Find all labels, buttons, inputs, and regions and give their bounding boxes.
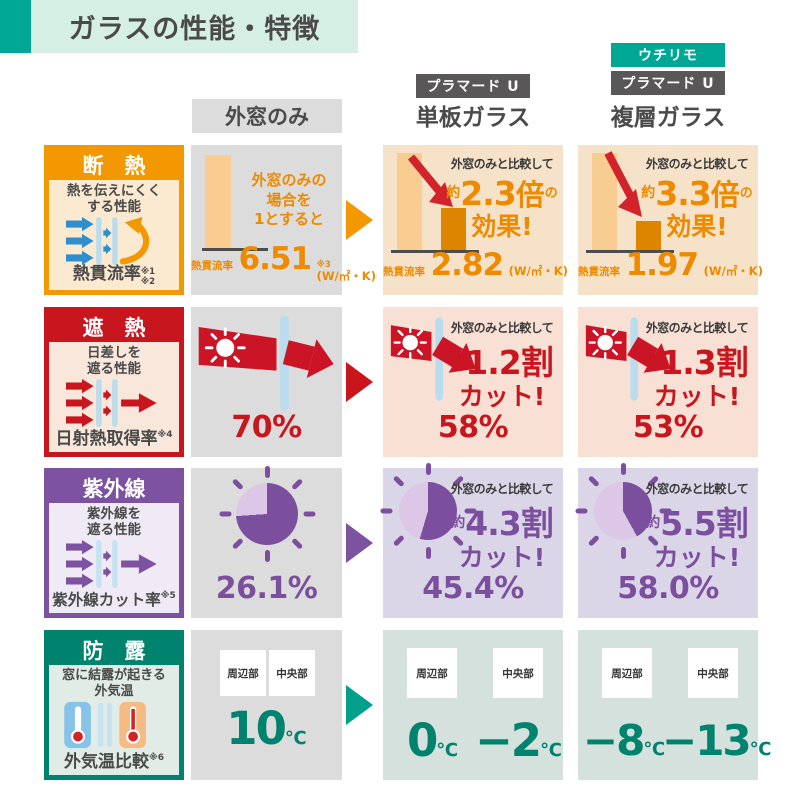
shading-description: 日差しを 遮る性能 — [87, 345, 141, 378]
sun-heat-cut-icon — [390, 317, 476, 401]
insulation-icon — [49, 216, 179, 265]
reduction-arrow-icon — [604, 151, 642, 217]
page-title: ガラスの性能・特徴 — [68, 14, 321, 45]
condensation-description: 窓に結露が起きる 外気温 — [62, 668, 166, 699]
chart-baseline — [586, 250, 674, 253]
insulation-description: 熱を伝えにくく する性能 — [66, 183, 162, 216]
uv-metric-label: 紫外線カット率※5 — [52, 591, 176, 609]
uv-flow-arrow-icon — [346, 523, 373, 563]
condensation-category-title: 防 露 — [49, 635, 179, 665]
uv-icon — [49, 539, 179, 588]
shading-flow-arrow-icon — [346, 362, 373, 402]
condensation-double-glass-cell: 周辺部 中央部 −8℃ −13℃ — [578, 630, 772, 780]
uv-sun-pie-icon — [380, 463, 476, 559]
center-label-box: 中央部 — [688, 648, 738, 698]
condensation-single-glass-cell: 周辺部 中央部 0℃ −2℃ — [383, 630, 563, 780]
insulation-category-title: 断 熱 — [49, 150, 179, 180]
insulation-outer-window-cell: 外窓のみの 場合を 1とすると 熱貫流率 6.51 ※3 (W/㎡・K) — [191, 145, 376, 295]
column-header-single-glass: 単板ガラス — [415, 105, 531, 131]
edge-temperature: −8℃ — [582, 716, 666, 765]
insulation-baseline-note: 外窓のみの 場合を 1とすると — [251, 171, 327, 228]
edge-temperature: 0℃ — [406, 714, 459, 767]
uv-cut-text: 外窓のみと比較して 約5.5割 カット! — [645, 482, 749, 572]
insulation-double-glass-cell: 外窓のみと比較して 約3.3倍の 効果! 熱貫流率 1.97 (W/㎡・K) — [578, 145, 763, 295]
shading-double-glass-cell: 外窓のみと比較して 約1.3割 カット! 53% — [578, 307, 758, 457]
column-header-outer-window-only: 外窓のみ — [192, 99, 342, 133]
sun-heat-cut-icon — [585, 317, 671, 401]
insulation-single-glass-value: 熱貫流率 2.82 (W/㎡・K) — [383, 247, 568, 283]
condensation-metric-label: 外気温比較※6 — [63, 752, 164, 772]
shading-category-title: 遮 熱 — [49, 312, 179, 342]
thermometer-comparison-icon — [49, 701, 179, 749]
shading-single-glass-value: 58% — [437, 410, 509, 445]
edge-label-box: 周辺部 — [407, 648, 457, 698]
uv-double-glass-value: 58.0% — [617, 571, 719, 606]
insulation-outer-window-value: 熱貫流率 6.51 ※3 (W/㎡・K) — [191, 241, 376, 284]
insulation-effect-text: 外窓のみと比較して 約3.3倍の 効果! — [641, 157, 753, 241]
condensation-outer-window-value: 10℃ — [226, 702, 307, 755]
uv-cut-text: 外窓のみと比較して 約4.3割 カット! — [450, 482, 554, 572]
uv-outer-window-value: 26.1% — [215, 571, 318, 606]
shading-cut-text: 外窓のみと比較して 約1.2割 カット! — [450, 321, 554, 411]
shading-outer-window-cell: 70% — [191, 307, 342, 457]
insulation-effect-text: 外窓のみと比較して 約2.3倍の 効果! — [446, 157, 558, 241]
uv-category-card: 紫外線 紫外線を 遮る性能 紫外線カット率※5 — [44, 468, 184, 618]
insulation-single-glass-cell: 外窓のみと比較して 約2.3倍の 効果! 熱貫流率 2.82 (W/㎡・K) — [383, 145, 568, 295]
insulation-flow-arrow-icon — [346, 200, 373, 240]
shading-metric-label: 日射熱取得率※4 — [55, 429, 173, 449]
column-header-outer-window-label: 外窓のみ — [225, 105, 309, 129]
column3-brand-badge: ウチリモ — [611, 43, 725, 67]
uv-single-glass-value: 45.4% — [422, 571, 524, 606]
title-accent-square — [0, 0, 31, 53]
center-label-box: 中央部 — [269, 650, 315, 696]
condensation-category-card: 防 露 窓に結露が起きる 外気温 外気温比較※6 — [44, 630, 184, 780]
shading-cut-text: 外窓のみと比較して 約1.3割 カット! — [645, 321, 749, 411]
uv-outer-window-cell: 26.1% — [191, 466, 342, 618]
insulation-double-glass-value: 熱貫流率 1.97 (W/㎡・K) — [578, 247, 763, 283]
page-title-bar: ガラスの性能・特徴 — [31, 0, 358, 53]
column-header-double-glass: 複層ガラス — [610, 105, 726, 131]
shading-double-glass-value: 53% — [632, 410, 704, 445]
insulation-metric-notes: ※1 ※2 — [140, 267, 156, 287]
shading-icon — [49, 378, 179, 427]
insulation-baseline-bar — [205, 155, 231, 248]
column3-product-badge: プラマード U — [611, 71, 725, 95]
short-bar — [636, 221, 661, 250]
insulation-value-note-unit: ※3 (W/㎡・K) — [316, 260, 376, 284]
reduction-arrow-icon — [407, 154, 453, 207]
condensation-flow-arrow-icon — [346, 685, 373, 725]
shading-single-glass-cell: 外窓のみと比較して 約1.2割 カット! 58% — [383, 307, 563, 457]
edge-label-box: 周辺部 — [602, 648, 652, 698]
center-label-box: 中央部 — [493, 648, 543, 698]
sun-heat-arrow-icon — [198, 315, 334, 411]
chart-baseline — [391, 250, 479, 253]
center-temperature: −2℃ — [475, 714, 562, 767]
shading-outer-window-value: 70% — [231, 410, 302, 445]
condensation-outer-window-cell: 周辺部 中央部 10℃ — [191, 630, 342, 780]
edge-label-box: 周辺部 — [220, 650, 266, 696]
shading-category-card: 遮 熱 日差しを 遮る性能 日射熱取得率※4 — [44, 307, 184, 457]
column2-product-badge: プラマード U — [416, 74, 530, 98]
short-bar — [441, 208, 466, 250]
uv-sun-pie-icon — [575, 463, 671, 559]
uv-category-title: 紫外線 — [49, 473, 179, 503]
uv-double-glass-cell: 外窓のみと比較して 約5.5割 カット! 58.0% — [575, 463, 758, 618]
insulation-metric-label: 熱貫流率 ※1 ※2 — [72, 264, 156, 287]
uv-sun-pie-icon — [219, 466, 315, 562]
center-temperature: −13℃ — [662, 716, 772, 765]
insulation-category-card: 断 熱 熱を伝えにくく する性能 熱貫流率 ※1 ※2 — [44, 145, 184, 295]
uv-single-glass-cell: 外窓のみと比較して 約4.3割 カット! 45.4% — [380, 463, 563, 618]
insulation-chart-baseline — [202, 248, 268, 251]
uv-description: 紫外線を 遮る性能 — [87, 506, 141, 539]
